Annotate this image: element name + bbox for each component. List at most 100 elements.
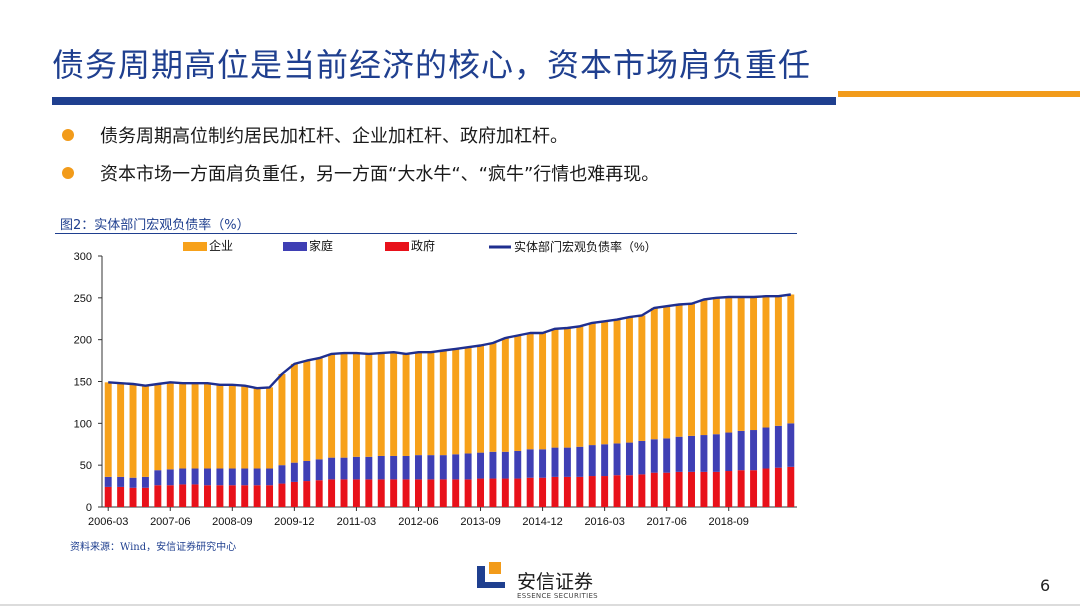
- bar-segment-government: [514, 478, 522, 507]
- bar-segment-government: [191, 484, 199, 507]
- bullet-item: 债务周期高位制约居民加杠杆、企业加杠杆、政府加杠杆。: [62, 116, 659, 154]
- bar-segment-corporate: [253, 388, 261, 469]
- bar-segment-household: [253, 468, 261, 486]
- bar-segment-household: [712, 434, 720, 472]
- bar-segment-government: [613, 475, 621, 507]
- bar-segment-household: [228, 468, 236, 486]
- bar-segment-government: [365, 479, 373, 507]
- bar-segment-corporate: [303, 360, 311, 461]
- bar-segment-corporate: [104, 382, 112, 477]
- y-tick-label: 250: [74, 293, 92, 305]
- bar-segment-household: [104, 476, 112, 487]
- x-tick-label: 2007-06: [150, 516, 190, 528]
- bar-segment-government: [688, 471, 695, 507]
- bar-segment-government: [539, 477, 547, 507]
- bar-segment-household: [588, 445, 596, 477]
- bar-segment-corporate: [377, 353, 385, 456]
- page-number: 6: [1040, 576, 1051, 595]
- bar-segment-government: [427, 479, 435, 507]
- bar-segment-household: [204, 468, 211, 486]
- figure-title: 图2：实体部门宏观负债率（%）: [60, 218, 250, 233]
- bar-segment-government: [228, 485, 236, 507]
- bar-segment-household: [315, 459, 323, 481]
- bar-segment-government: [750, 470, 758, 507]
- bar-segment-corporate: [328, 353, 336, 458]
- slide-title: 债务周期高位是当前经济的核心，资本市场肩负重任: [52, 46, 812, 84]
- bar-segment-corporate: [551, 328, 559, 448]
- bar-segment-corporate: [700, 299, 708, 436]
- bar-segment-corporate: [774, 296, 782, 426]
- bar-segment-household: [154, 470, 162, 486]
- bullet-dot-icon: [62, 129, 74, 141]
- bar-segment-government: [439, 479, 447, 507]
- bar-segment-government: [712, 471, 720, 507]
- bullet-text: 资本市场一方面肩负重任，另一方面“大水牛“、“疯牛”行情也难再现。: [100, 164, 660, 185]
- bar-segment-household: [601, 444, 609, 477]
- debt-ratio-line: [108, 293, 791, 390]
- bar-segment-government: [588, 476, 596, 507]
- bar-segment-corporate: [439, 350, 447, 456]
- bar-segment-household: [377, 455, 385, 480]
- bar-segment-corporate: [365, 353, 373, 457]
- bar-segment-government: [290, 481, 298, 507]
- bar-segment-government: [266, 485, 274, 507]
- bar-segment-household: [290, 462, 298, 482]
- bar-segment-government: [601, 476, 609, 507]
- figure-title-rule: [55, 233, 797, 234]
- bar-segment-government: [563, 476, 571, 507]
- bar-segment-corporate: [452, 348, 460, 455]
- bar-segment-government: [166, 485, 174, 507]
- bar-segment-government: [402, 479, 410, 507]
- bar-segment-household: [464, 453, 472, 480]
- bar-segment-government: [663, 472, 671, 507]
- bar-segment-government: [414, 479, 422, 507]
- bar-segment-household: [477, 452, 485, 479]
- brand-name-cn: 安信证券: [517, 571, 594, 593]
- bar-segment-corporate: [464, 347, 472, 454]
- bar-segment-household: [216, 468, 224, 486]
- bar-segment-corporate: [390, 352, 398, 456]
- bar-segment-household: [737, 430, 745, 471]
- title-underline-blue: [52, 97, 836, 105]
- bar-segment-government: [117, 486, 125, 507]
- bar-segment-government: [179, 484, 187, 507]
- bar-segment-corporate: [501, 337, 509, 452]
- bar-segment-government: [390, 479, 398, 507]
- title-underline-orange: [838, 91, 1080, 97]
- legend-swatch: [183, 242, 207, 251]
- bar-segment-household: [191, 468, 199, 485]
- x-tick-label: 2018-09: [709, 516, 749, 528]
- bar-segment-government: [328, 479, 336, 507]
- legend-label: 企业: [209, 238, 233, 253]
- bar-segment-corporate: [601, 321, 609, 445]
- x-tick-label: 2017-06: [647, 516, 687, 528]
- bar-segment-household: [141, 476, 149, 488]
- bar-segment-corporate: [675, 304, 683, 437]
- legend-label: 实体部门宏观负债率（%）: [514, 239, 657, 254]
- bar-segment-corporate: [588, 322, 596, 446]
- bar-segment-corporate: [141, 385, 149, 477]
- bar-segment-corporate: [613, 319, 621, 444]
- bar-segment-government: [104, 486, 112, 507]
- bar-segment-government: [489, 478, 497, 507]
- bar-segment-household: [489, 451, 497, 479]
- x-tick-label: 2014-12: [522, 516, 562, 528]
- bar-segment-government: [625, 475, 633, 507]
- bar-segment-government: [154, 485, 162, 507]
- bar-segment-government: [477, 478, 485, 507]
- bar-segment-corporate: [402, 353, 410, 456]
- bar-segment-household: [526, 449, 534, 478]
- bar-segment-government: [452, 479, 460, 507]
- bar-segment-household: [675, 436, 683, 472]
- bar-segment-corporate: [179, 383, 187, 469]
- bar-segment-household: [501, 451, 509, 479]
- bar-segment-corporate: [204, 383, 211, 469]
- bar-segment-household: [638, 440, 646, 475]
- bar-segment-corporate: [340, 353, 348, 458]
- bar-segment-corporate: [129, 384, 137, 478]
- bar-segment-corporate: [266, 387, 274, 469]
- bar-segment-government: [675, 471, 683, 507]
- bar-segment-corporate: [117, 383, 125, 477]
- y-tick-label: 100: [74, 418, 92, 430]
- bar-segment-household: [352, 456, 360, 480]
